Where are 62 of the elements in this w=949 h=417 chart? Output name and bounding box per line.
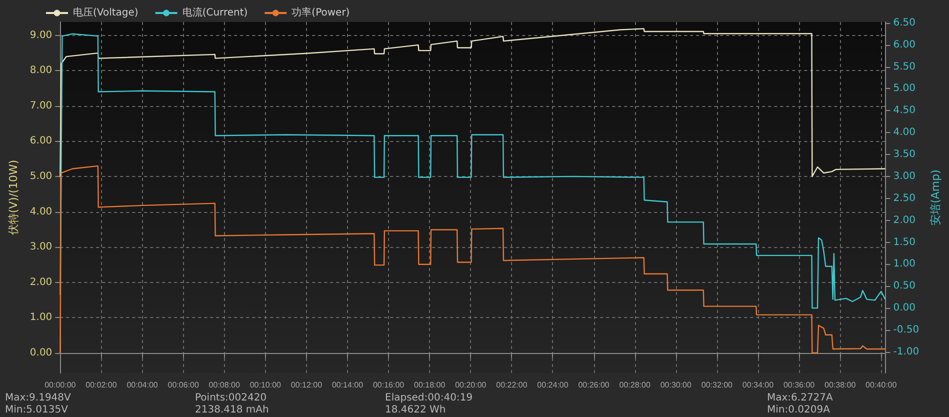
x-tick-label: 00:28:00 <box>619 380 651 390</box>
x-tick-label: 00:22:00 <box>496 380 528 390</box>
x-tick-label: 00:08:00 <box>208 380 240 390</box>
legend-label: 电压(Voltage) <box>73 6 138 18</box>
x-tick-label: 00:10:00 <box>250 380 282 390</box>
y-axis-title: 伏特(V)/(10W) <box>7 160 20 236</box>
x-tick-label: 00:32:00 <box>701 380 734 390</box>
y2-tick-label: 5.50 <box>893 61 916 72</box>
line-series <box>60 33 886 309</box>
y2-tick-label: 6.00 <box>893 39 916 50</box>
x-tick-label: 00:12:00 <box>290 380 323 390</box>
x-tick-label: 00:24:00 <box>537 380 569 390</box>
y-tick-label: 4.00 <box>30 206 52 218</box>
x-tick-label: 00:38:00 <box>824 380 856 390</box>
x-tick-label: 00:20:00 <box>455 380 487 390</box>
x-tick-label: 00:36:00 <box>783 380 816 390</box>
text: 2138.418 mAh <box>195 404 269 416</box>
y-tick-label: 1.00 <box>30 312 52 324</box>
text: Max:6.2727A <box>767 392 834 404</box>
y-tick-label: 6.00 <box>30 136 52 147</box>
y2-tick-label: 4.00 <box>893 127 916 138</box>
y-tick-label: 7.00 <box>30 100 52 112</box>
x-tick-label: 00:30:00 <box>660 380 692 390</box>
y2-tick-label: 2.00 <box>893 214 916 226</box>
y2-tick-label: -1.00 <box>893 346 920 358</box>
line-series <box>60 28 886 178</box>
x-tick-label: 00:40:00 <box>866 380 898 390</box>
x-tick-label: 00:14:00 <box>332 380 364 390</box>
y2-tick-label: 1.50 <box>893 236 916 248</box>
y2-tick-label: 2.50 <box>893 192 916 204</box>
y-tick-label: 3.00 <box>30 242 52 253</box>
y2-tick-label: 5.00 <box>893 83 916 94</box>
y-tick-label: 0.00 <box>30 347 52 358</box>
y2-tick-label: -0.50 <box>893 324 920 336</box>
text: Points:002420 <box>195 392 267 404</box>
text: Elapsed:00:40:19 <box>385 392 473 404</box>
y2-tick-label: 0.50 <box>893 280 916 292</box>
y-tick-label: 2.00 <box>30 276 52 288</box>
y2-tick-label: 3.50 <box>893 149 916 160</box>
y2-axis-title: 安培(Amp) <box>929 170 942 226</box>
x-tick-label: 00:04:00 <box>126 380 158 390</box>
legend-label: 功率(Power) <box>292 6 350 18</box>
x-tick-label: 00:06:00 <box>168 380 200 390</box>
x-tick-label: 00:34:00 <box>742 380 774 390</box>
x-tick-label: 00:26:00 <box>578 380 610 390</box>
x-tick-label: 00:16:00 <box>372 380 405 390</box>
y2-tick-label: 1.00 <box>893 258 916 270</box>
legend-label: 电流(Current) <box>182 6 248 18</box>
x-tick-label: 00:18:00 <box>414 380 446 390</box>
text: Max:9.1948V <box>5 392 72 404</box>
y2-tick-label: 3.00 <box>893 170 916 182</box>
y2-tick-label: 4.50 <box>893 105 916 116</box>
x-tick-label: 00:00:00 <box>44 380 76 390</box>
y2-tick-label: 6.50 <box>893 17 916 28</box>
text: Min:0.0209A <box>767 404 830 416</box>
text: 18.4622 Wh <box>385 404 446 416</box>
y-tick-label: 5.00 <box>30 171 52 182</box>
y-tick-label: 8.00 <box>30 65 52 76</box>
y2-tick-label: 0.00 <box>893 302 916 314</box>
text: Min:5.0135V <box>5 404 68 416</box>
y-tick-label: 9.00 <box>30 30 52 41</box>
x-tick-label: 00:02:00 <box>86 380 118 390</box>
